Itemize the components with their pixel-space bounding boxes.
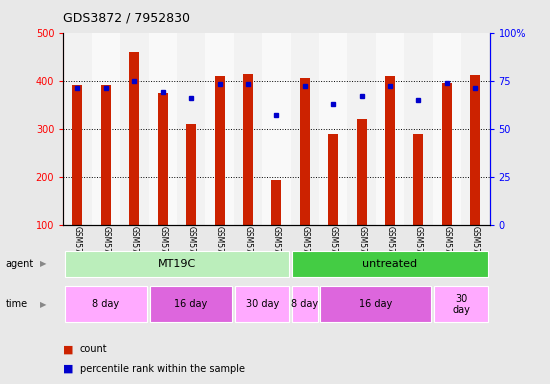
Bar [434,286,488,323]
Text: time: time [6,299,28,310]
Bar [433,33,461,225]
Bar [120,33,148,225]
Bar [442,83,452,225]
Bar [101,86,111,225]
Text: 16 day: 16 day [359,299,393,310]
Text: 30 day: 30 day [245,299,279,310]
Bar [205,33,234,225]
Bar [63,33,92,225]
Bar [65,286,147,323]
Text: 16 day: 16 day [174,299,208,310]
Text: 8 day: 8 day [292,299,318,310]
Text: agent: agent [6,259,34,269]
Text: MT19C: MT19C [158,259,196,269]
Bar [92,33,120,225]
Bar [186,124,196,225]
Bar [214,76,224,225]
Bar [129,52,139,225]
Bar [385,76,395,225]
Bar [271,180,282,225]
Text: 8 day: 8 day [92,299,119,310]
Bar [470,75,480,225]
Bar [300,78,310,225]
Text: count: count [80,344,107,354]
Bar [148,33,177,225]
Bar [150,286,232,323]
Bar [158,93,168,225]
Bar [290,33,319,225]
Text: untreated: untreated [362,259,417,269]
Text: ■: ■ [63,344,74,354]
Text: GDS3872 / 7952830: GDS3872 / 7952830 [63,12,190,25]
Bar [356,119,367,225]
Bar [177,33,205,225]
Bar [73,86,82,225]
Bar [234,33,262,225]
Bar [328,134,338,225]
Bar [404,33,433,225]
Bar [414,134,424,225]
Text: percentile rank within the sample: percentile rank within the sample [80,364,245,374]
Bar [65,251,289,277]
Bar [461,33,490,225]
Bar [292,286,317,323]
Bar [292,251,488,277]
Text: ▶: ▶ [40,260,46,268]
Bar [376,33,404,225]
Bar [262,33,290,225]
Bar [243,74,253,225]
Text: ▶: ▶ [40,300,46,309]
Bar [319,33,348,225]
Bar [235,286,289,323]
Text: 30
day: 30 day [452,293,470,315]
Text: ■: ■ [63,364,74,374]
Bar [348,33,376,225]
Bar [321,286,431,323]
